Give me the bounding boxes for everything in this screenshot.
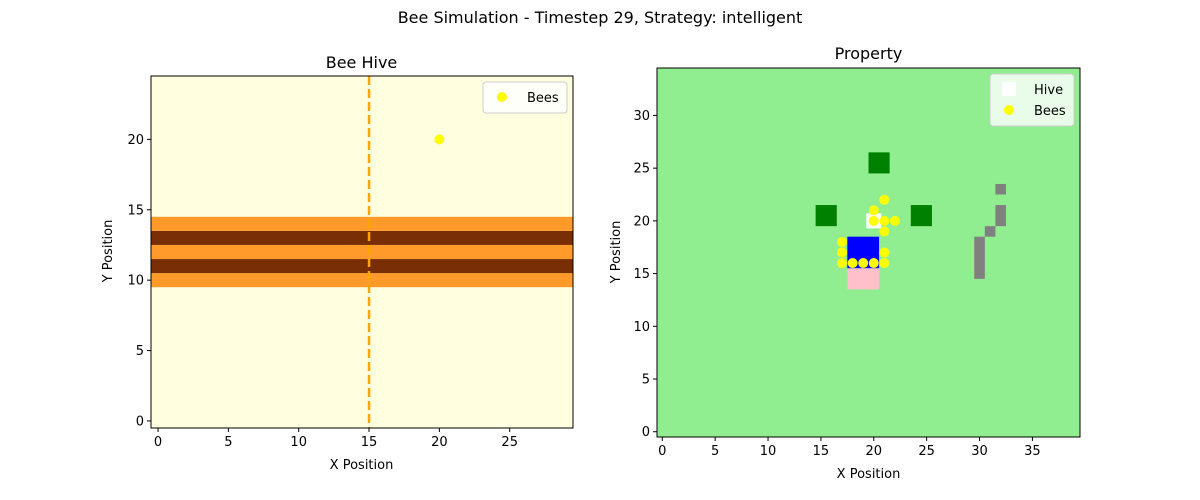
obstacle-patch [995,205,1006,227]
y-tick-label: 15 [633,267,650,282]
bee-point [879,258,890,269]
bee-hive-title: Bee Hive [326,53,398,72]
obstacle-patch [995,183,1006,195]
y-tick-label: 5 [642,373,650,388]
x-tick-label: 35 [1024,444,1041,459]
x-tick-label: 20 [866,444,883,459]
x-tick-label: 0 [658,444,666,459]
y-tick-label: 10 [633,320,650,335]
legend-frame [482,81,568,114]
figure-suptitle: Bee Simulation - Timestep 29, Strategy: … [398,8,803,27]
x-tick-label: 15 [361,435,378,450]
x-tick-label: 10 [290,435,307,450]
x-tick-label: 15 [813,444,830,459]
legend-bees-swatch [1004,105,1014,115]
bee-point [858,258,869,269]
obstacle-patch [984,226,996,237]
bee-point [889,215,900,226]
y-tick-label: 0 [136,414,144,429]
property-xlabel: X Position [837,467,901,482]
bee-hive-chart: Bee Hive X Position Y Position 0 5 10 15 20 2… [101,53,574,473]
legend-label: Hive [1034,83,1063,98]
bee-point [847,258,858,269]
x-tick-label: 5 [711,444,719,459]
property-plot-area: 0 5 10 15 20 25 30 35 0 5 10 15 20 25 30 Hive Bees [633,67,1081,459]
bee-point [837,236,848,247]
x-tick-label: 10 [760,444,777,459]
legend-label: Bees [527,91,559,106]
pink-patch [847,268,880,290]
property-title: Property [835,44,903,63]
comb-band [151,244,573,260]
comb-band [151,273,573,288]
bee-hive-plot-area: 0 5 10 15 20 25 0 5 10 15 20 Bees [127,75,574,450]
y-tick-label: 15 [127,203,144,218]
bee-point [434,134,445,145]
flower-patch [910,205,932,227]
bee-hive-legend: Bees [482,81,568,114]
comb-band [151,230,573,245]
y-tick-label: 5 [136,344,144,359]
y-tick-label: 20 [633,214,650,229]
property-axes-frame [656,67,1081,438]
bee-point [868,215,879,226]
comb-band [151,259,573,274]
bee-hive-axes-frame [150,75,574,429]
bee-point [837,247,848,258]
x-tick-label: 20 [431,435,448,450]
obstacle-patch [974,236,985,279]
bee-hive-xlabel: X Position [330,458,394,473]
x-tick-label: 5 [224,435,232,450]
property-chart: Property X Position Y Position 0 5 10 15 20 2… [609,44,1081,482]
y-tick-label: 10 [127,274,144,289]
bee-point [879,247,890,258]
bee-point [879,194,890,205]
bee-point [879,226,890,237]
y-tick-label: 0 [642,425,650,440]
bee-point [879,215,890,226]
property-legend: Hive Bees [989,73,1075,127]
legend-bees-swatch [497,92,507,102]
y-tick-label: 20 [127,133,144,148]
property-ylabel: Y Position [609,221,624,285]
flower-patch [815,205,837,227]
bee-point [868,258,879,269]
y-tick-label: 30 [633,109,650,124]
x-tick-label: 0 [154,435,162,450]
legend-label: Bees [1034,104,1066,119]
y-tick-label: 25 [633,162,650,177]
comb-band [151,216,573,231]
bee-point [837,258,848,269]
x-tick-label: 30 [971,444,988,459]
x-tick-label: 25 [918,444,935,459]
bee-point [868,205,879,216]
legend-hive-swatch [1002,82,1016,96]
bee-hive-ylabel: Y Position [101,220,116,284]
flower-patch [868,152,890,174]
x-tick-label: 25 [501,435,518,450]
